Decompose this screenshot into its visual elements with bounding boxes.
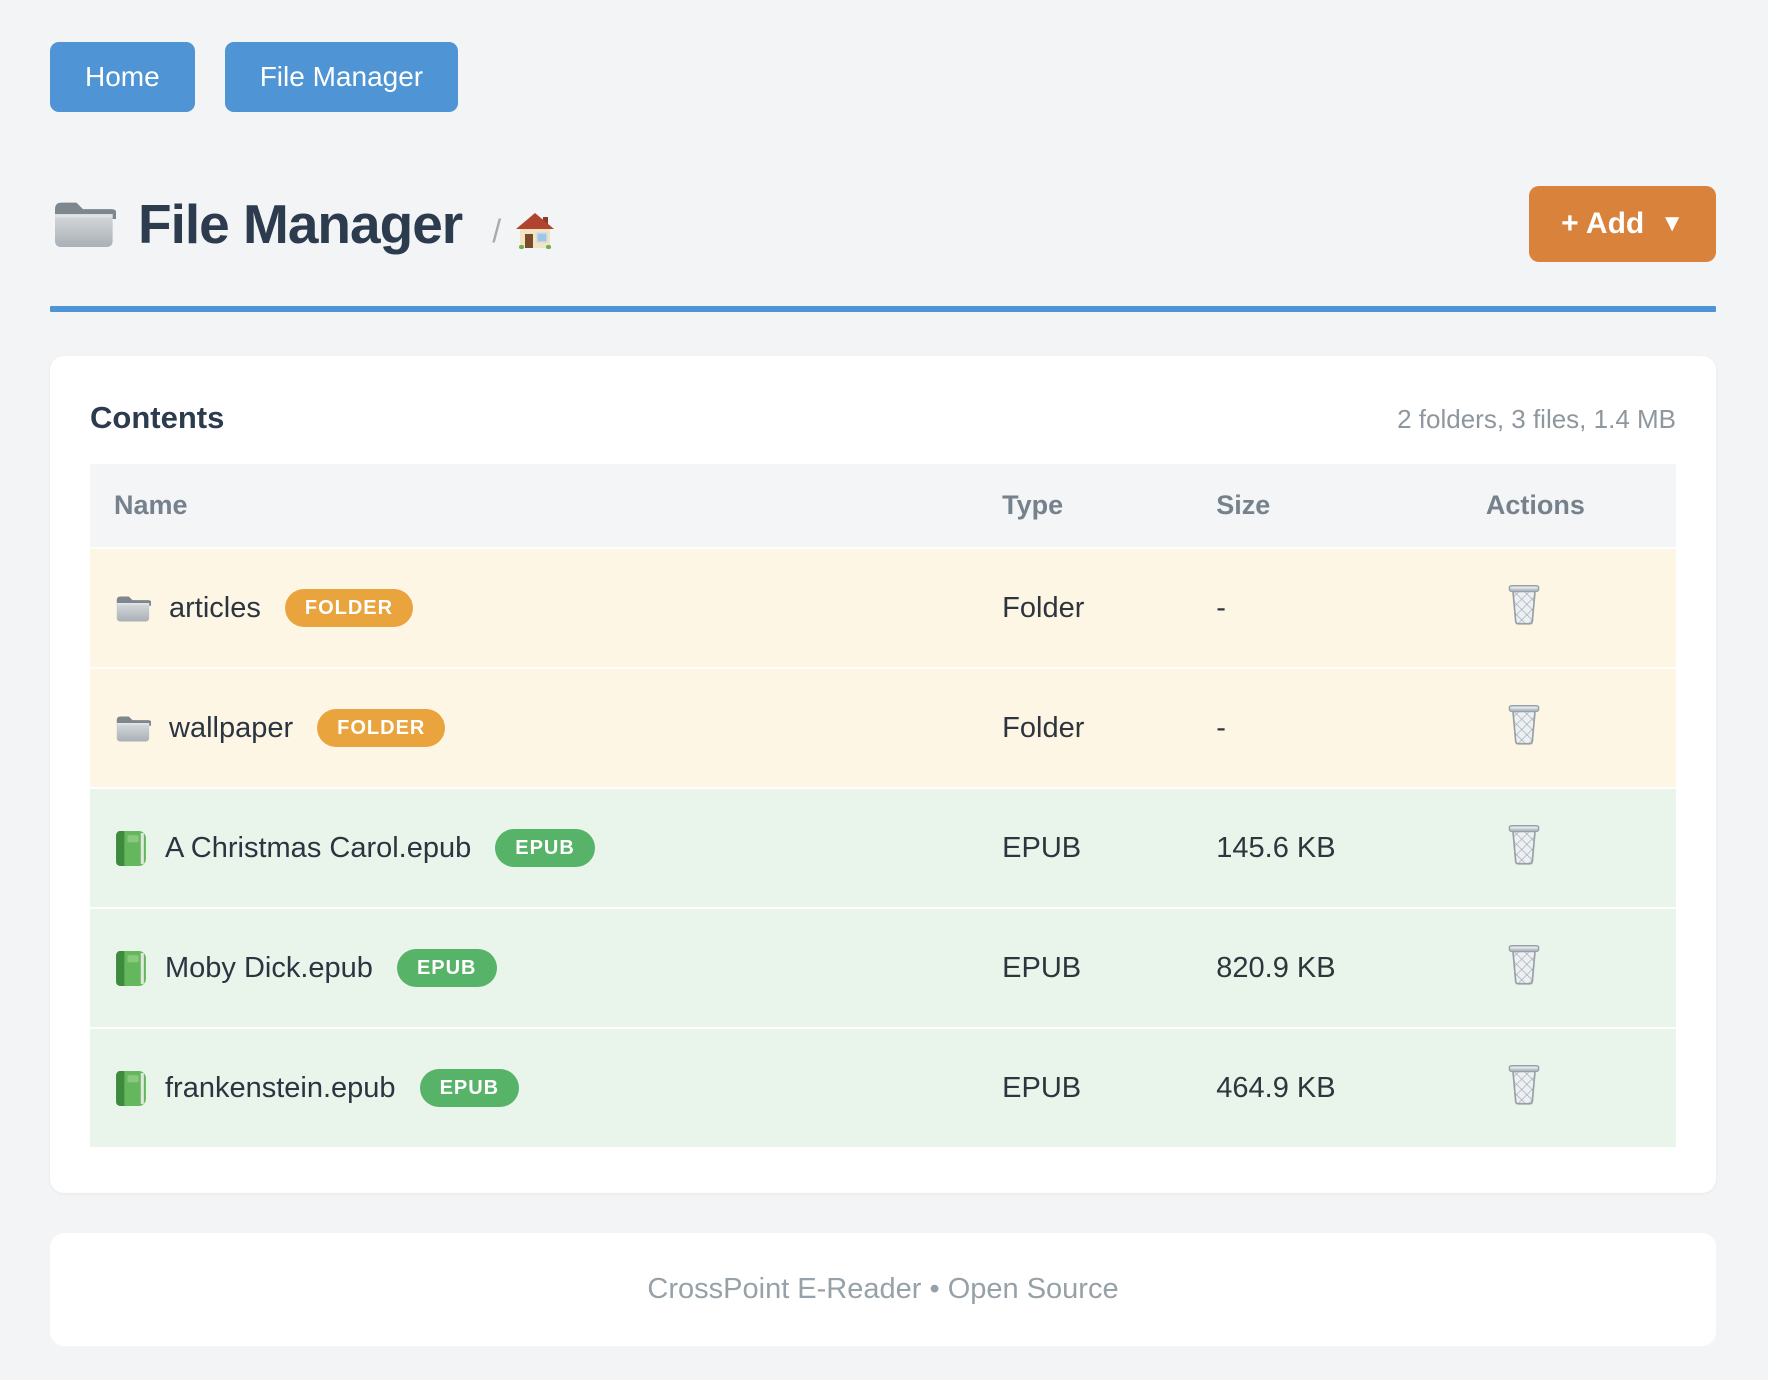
folder-icon xyxy=(50,196,116,252)
table-row-christmas-carol[interactable]: A Christmas Carol.epub EPUB EPUB 145.6 K… xyxy=(90,787,1676,908)
file-size: - xyxy=(1192,547,1462,668)
file-name: wallpaper xyxy=(169,711,294,744)
file-type: Folder xyxy=(978,667,1193,788)
table-row-frankenstein[interactable]: frankenstein.epub EPUB EPUB 464.9 KB xyxy=(90,1027,1676,1147)
page-title: File Manager xyxy=(50,192,463,256)
file-size: 820.9 KB xyxy=(1192,907,1462,1028)
chevron-down-icon: ▼ xyxy=(1660,210,1684,237)
delete-button[interactable] xyxy=(1506,943,1542,985)
contents-header: Contents 2 folders, 3 files, 1.4 MB xyxy=(90,400,1676,436)
epub-badge: EPUB xyxy=(495,829,595,867)
table-row-moby-dick[interactable]: Moby Dick.epub EPUB EPUB 820.9 KB xyxy=(90,907,1676,1028)
folder-icon xyxy=(114,592,151,625)
footer-text: CrossPoint E-Reader • Open Source xyxy=(647,1273,1119,1305)
delete-button[interactable] xyxy=(1506,703,1542,745)
file-type: EPUB xyxy=(978,787,1193,908)
file-name: Moby Dick.epub xyxy=(165,951,373,984)
breadcrumb-separator: / xyxy=(492,212,502,249)
folder-icon xyxy=(114,712,151,745)
file-size: 464.9 KB xyxy=(1192,1027,1462,1147)
contents-panel: Contents 2 folders, 3 files, 1.4 MB Name… xyxy=(50,356,1716,1193)
table-row-wallpaper[interactable]: wallpaper FOLDER Folder - xyxy=(90,667,1676,788)
column-header-actions: Actions xyxy=(1461,464,1676,548)
house-icon[interactable] xyxy=(515,212,555,250)
home-button[interactable]: Home xyxy=(50,42,195,112)
epub-badge: EPUB xyxy=(419,1069,520,1107)
delete-button[interactable] xyxy=(1506,583,1542,625)
delete-button[interactable] xyxy=(1506,823,1542,865)
footer: CrossPoint E-Reader • Open Source xyxy=(50,1233,1716,1346)
file-manager-button[interactable]: File Manager xyxy=(224,42,459,112)
file-size: - xyxy=(1192,667,1462,788)
contents-summary: 2 folders, 3 files, 1.4 MB xyxy=(1397,404,1676,434)
trash-icon xyxy=(1506,943,1542,985)
column-header-type: Type xyxy=(978,464,1193,548)
file-table: Name Type Size Actions articles FOLDER F… xyxy=(90,464,1676,1147)
table-header-row: Name Type Size Actions xyxy=(90,464,1676,548)
trash-icon xyxy=(1506,703,1542,745)
trash-icon xyxy=(1506,823,1542,865)
contents-title: Contents xyxy=(90,400,225,435)
table-row-articles[interactable]: articles FOLDER Folder - xyxy=(90,547,1676,668)
delete-button[interactable] xyxy=(1506,1063,1542,1105)
book-icon xyxy=(114,950,147,987)
title-row: File Manager / + Add ▼ xyxy=(50,186,1716,262)
trash-icon xyxy=(1506,583,1542,625)
add-button-label: + Add xyxy=(1561,207,1645,240)
file-type: EPUB xyxy=(978,1027,1193,1147)
book-icon xyxy=(114,1070,147,1107)
top-navigation: Home File Manager xyxy=(50,42,1716,112)
breadcrumb: / xyxy=(492,212,555,250)
folder-badge: FOLDER xyxy=(317,709,446,747)
file-name: frankenstein.epub xyxy=(165,1071,396,1104)
folder-badge: FOLDER xyxy=(284,589,414,627)
page-title-text: File Manager xyxy=(138,193,463,255)
epub-badge: EPUB xyxy=(396,949,497,987)
book-icon xyxy=(114,830,147,867)
title-divider xyxy=(50,306,1716,312)
file-type: Folder xyxy=(978,547,1193,668)
trash-icon xyxy=(1506,1063,1542,1105)
page: Home File Manager File Manager / + Add ▼… xyxy=(50,42,1716,1346)
column-header-size: Size xyxy=(1192,464,1462,548)
file-type: EPUB xyxy=(978,907,1193,1028)
column-header-name: Name xyxy=(90,464,979,548)
file-size: 145.6 KB xyxy=(1192,787,1462,908)
file-name: articles xyxy=(169,591,261,624)
add-button[interactable]: + Add ▼ xyxy=(1529,186,1716,262)
file-name: A Christmas Carol.epub xyxy=(165,831,472,864)
